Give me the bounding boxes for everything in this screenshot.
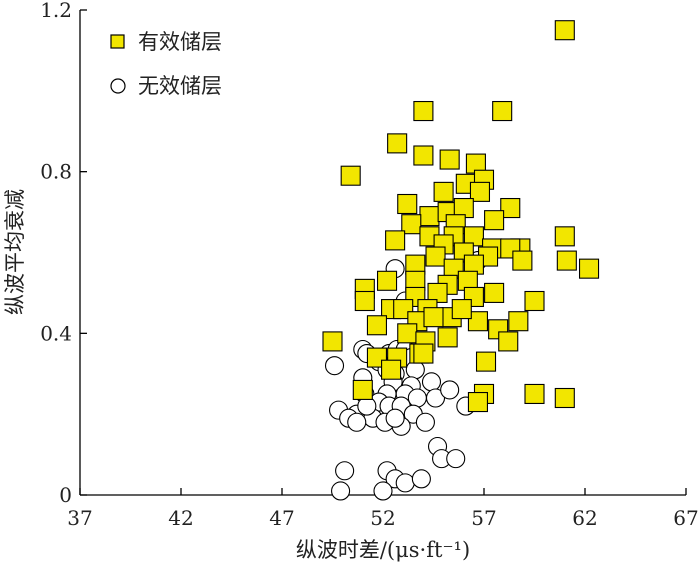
data-point-square: [397, 323, 418, 344]
x-tick-label: 42: [168, 506, 193, 530]
data-point-square: [340, 165, 361, 186]
data-point-square: [500, 197, 521, 219]
legend-marker-circle: [110, 78, 126, 94]
data-point-square: [498, 331, 519, 352]
data-point-circle: [411, 469, 431, 489]
axis-ticks: 37 42 47 52 57 62 67 0 0.4 0.8 1.2: [40, 0, 699, 530]
data-point-circle: [373, 481, 393, 501]
data-point-square: [554, 20, 575, 41]
data-point-square: [397, 193, 418, 215]
data-point-square: [512, 250, 533, 271]
data-point-square: [492, 100, 513, 122]
y-tick-label: 0: [59, 483, 72, 507]
data-point-square: [387, 133, 408, 154]
legend: 有效储层 无效储层: [110, 30, 222, 98]
data-point-square: [433, 181, 454, 202]
data-point-square: [401, 214, 422, 235]
data-point-square: [425, 246, 446, 267]
data-point-square: [322, 331, 343, 352]
x-tick-label: 47: [269, 506, 294, 530]
data-point-square: [467, 391, 488, 413]
data-point-square: [376, 270, 398, 291]
data-point-square: [381, 359, 402, 380]
data-point-square: [427, 282, 448, 303]
x-tick-label: 62: [572, 506, 597, 530]
x-tick-label: 67: [673, 506, 698, 530]
data-point-square: [413, 145, 434, 166]
legend-label-invalid: 无效储层: [138, 74, 222, 98]
legend-marker-square: [110, 34, 125, 49]
data-point-square: [413, 100, 434, 122]
y-tick-label: 0.4: [40, 321, 72, 345]
data-point-circle: [324, 356, 345, 376]
data-point-square: [578, 258, 600, 279]
x-tick-label: 52: [370, 506, 395, 530]
data-point-square: [508, 311, 529, 332]
data-point-square: [439, 149, 460, 170]
data-point-circle: [395, 473, 415, 493]
data-point-square: [366, 315, 387, 336]
data-point-square: [354, 290, 375, 312]
data-point-square: [463, 226, 484, 247]
data-point-square: [385, 230, 406, 251]
data-point-square: [475, 351, 497, 372]
data-point-circle: [421, 372, 442, 392]
data-point-square: [437, 327, 458, 348]
data-point-circle: [440, 380, 460, 400]
data-point-circle: [331, 481, 351, 501]
data-point-square: [451, 299, 472, 320]
data-point-circle: [425, 388, 446, 408]
data-point-circle: [385, 408, 405, 428]
data-point-circle: [347, 412, 367, 432]
data-point-square: [419, 206, 440, 227]
y-axis-label: 纵波平均衰减: [3, 189, 27, 315]
data-point-circle: [415, 412, 435, 432]
data-point-square: [467, 311, 488, 332]
legend-label-valid: 有效储层: [138, 30, 222, 54]
x-axis-label: 纵波时差/(μs·ft⁻¹): [296, 538, 470, 562]
data-point-circle: [335, 461, 355, 481]
series-valid-reservoir: [322, 20, 600, 413]
data-point-square: [524, 290, 545, 312]
data-point-square: [469, 181, 491, 202]
data-point-square: [484, 282, 505, 303]
data-point-circle: [446, 449, 466, 469]
data-point-square: [352, 379, 373, 400]
y-tick-label: 1.2: [40, 0, 72, 22]
data-point-square: [554, 226, 575, 247]
x-tick-label: 37: [67, 506, 92, 530]
data-point-square: [423, 307, 444, 328]
data-point-square: [413, 343, 434, 364]
x-tick-label: 57: [471, 506, 496, 530]
data-point-square: [524, 383, 545, 405]
data-point-square: [556, 250, 577, 271]
data-point-square: [554, 387, 575, 409]
data-point-circle: [407, 388, 427, 408]
y-tick-label: 0.8: [40, 160, 72, 184]
data-point-square: [484, 210, 505, 231]
